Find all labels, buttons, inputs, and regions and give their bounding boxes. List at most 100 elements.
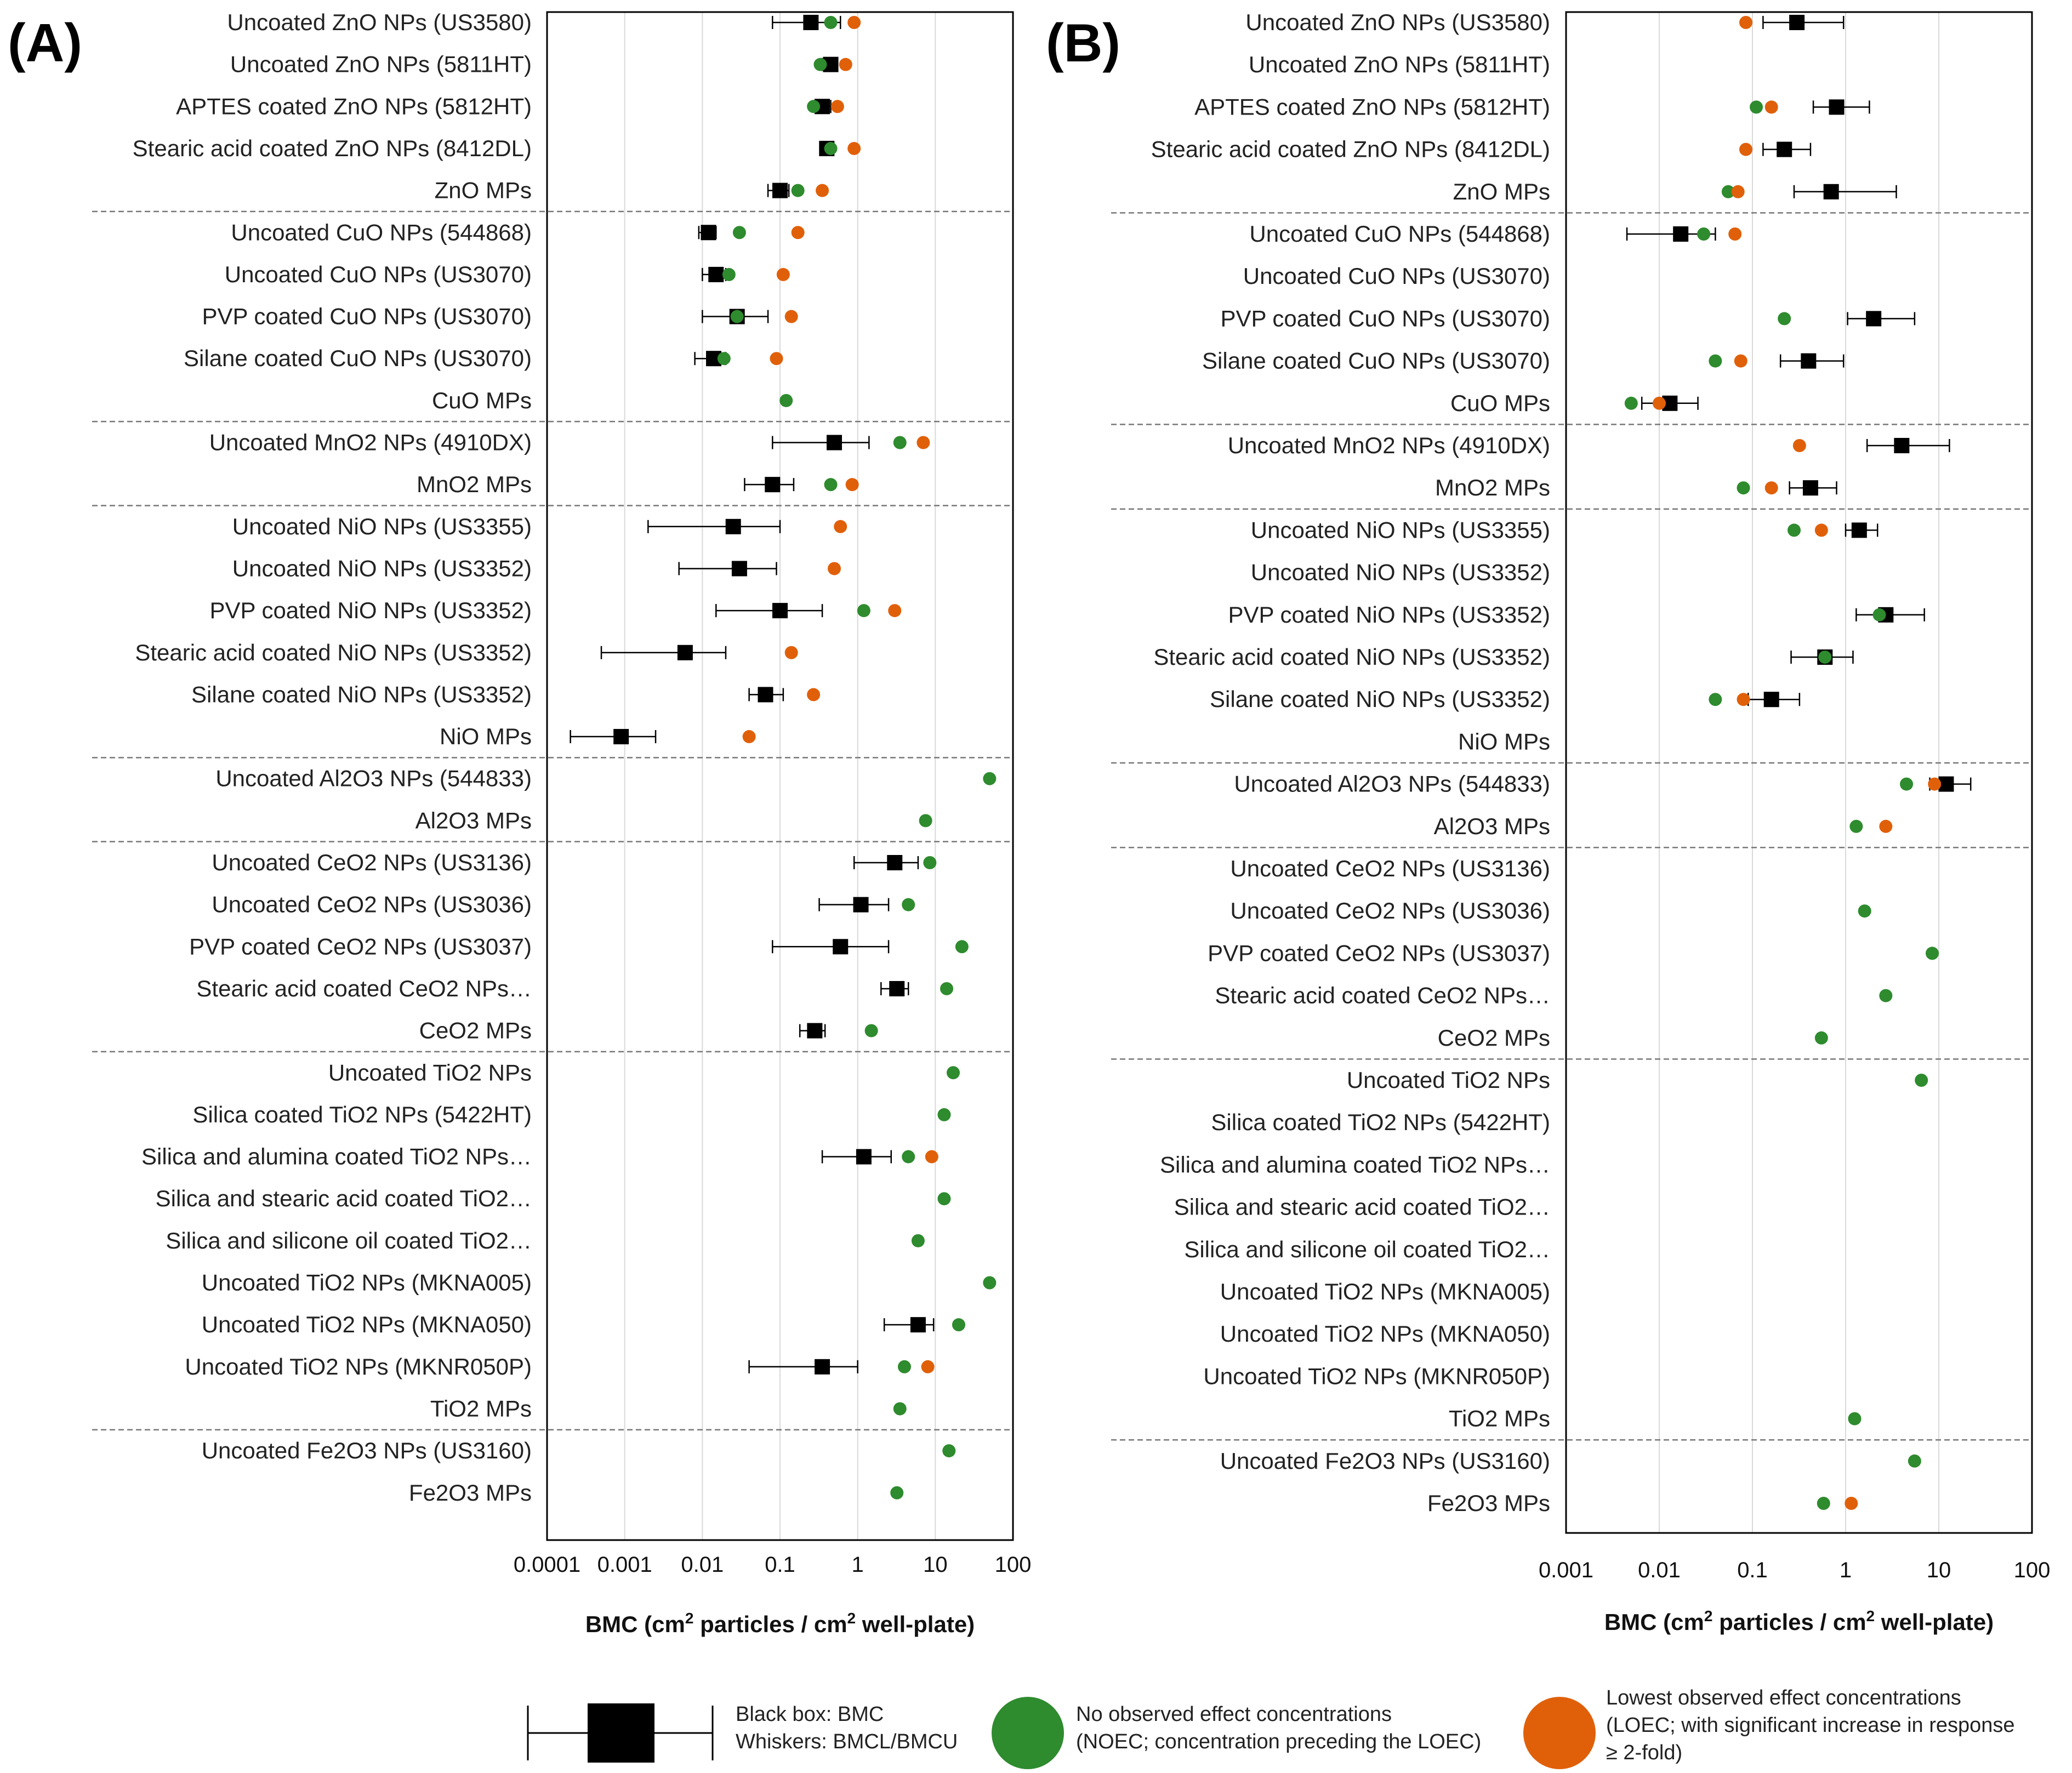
category-label: Stearic acid coated NiO NPs (US3352) bbox=[1153, 644, 1550, 670]
category-label: Uncoated TiO2 NPs bbox=[328, 1059, 532, 1085]
bmc-box bbox=[1673, 226, 1689, 242]
noec-dot bbox=[1778, 312, 1791, 326]
category-label: MnO2 MPs bbox=[1435, 475, 1550, 500]
category-label: Silica and stearic acid coated TiO2… bbox=[1174, 1194, 1550, 1220]
panel-a-frame bbox=[546, 11, 1014, 1541]
noec-dot bbox=[1814, 1031, 1828, 1045]
bmc-box bbox=[772, 183, 788, 198]
noec-dot bbox=[824, 16, 838, 29]
bmc-box bbox=[765, 477, 781, 493]
noec-dot bbox=[1908, 1454, 1921, 1468]
bmc-box bbox=[701, 225, 716, 241]
bmc-box bbox=[772, 603, 788, 619]
loec-dot bbox=[1845, 1497, 1858, 1510]
category-label: Uncoated Fe2O3 NPs (US3160) bbox=[1220, 1448, 1550, 1474]
noec-dot bbox=[893, 1402, 907, 1416]
bmc-box bbox=[731, 561, 747, 577]
bmc-box bbox=[827, 435, 843, 451]
noec-dot bbox=[1900, 777, 1914, 791]
category-label: Silica and alumina coated TiO2 NPs… bbox=[141, 1144, 532, 1170]
noec-dot bbox=[1750, 100, 1763, 114]
noec-dot bbox=[1709, 354, 1722, 368]
category-label: Al2O3 MPs bbox=[415, 807, 532, 833]
bmc-box bbox=[1866, 311, 1882, 327]
loec-dot bbox=[770, 352, 783, 366]
loec-dot bbox=[1653, 396, 1666, 410]
panel-b-marks bbox=[1624, 15, 1972, 1510]
category-label: TiO2 MPs bbox=[430, 1395, 532, 1421]
loec-dot bbox=[807, 688, 821, 702]
bmc-box bbox=[910, 1317, 926, 1333]
noec-dot bbox=[1915, 1074, 1928, 1087]
category-label: CeO2 MPs bbox=[1438, 1025, 1550, 1051]
bmc-box bbox=[815, 1359, 830, 1375]
category-label: PVP coated CuO NPs (US3070) bbox=[202, 304, 532, 329]
category-label: Silane coated CuO NPs (US3070) bbox=[184, 345, 532, 371]
noec-dot bbox=[923, 856, 937, 869]
noec-dot bbox=[897, 1360, 911, 1373]
category-label: Uncoated MnO2 NPs (4910DX) bbox=[209, 430, 532, 455]
bmc-box bbox=[677, 645, 693, 660]
noec-dot bbox=[902, 1150, 915, 1164]
category-label: CuO MPs bbox=[432, 387, 532, 413]
panel-b-dividers bbox=[1111, 212, 2032, 1441]
bmc-box bbox=[708, 266, 724, 282]
x-tick-label: 0.001 bbox=[1539, 1558, 1593, 1582]
noec-dot bbox=[937, 1192, 951, 1206]
category-label: Stearic acid coated ZnO NPs (8412DL) bbox=[1151, 136, 1550, 162]
category-label: Uncoated CeO2 NPs (US3136) bbox=[1230, 856, 1550, 881]
noec-dot bbox=[911, 1234, 925, 1247]
legend-noec-dot bbox=[992, 1697, 1064, 1769]
noec-dot bbox=[946, 1066, 960, 1080]
category-label: Uncoated CeO2 NPs (US3036) bbox=[1230, 898, 1550, 923]
noec-dot bbox=[1926, 947, 1939, 960]
noec-dot bbox=[1849, 819, 1863, 833]
loec-dot bbox=[784, 646, 798, 659]
x-tick-label: 0.001 bbox=[597, 1553, 652, 1577]
noec-dot bbox=[824, 478, 838, 492]
x-tick-label: 10 bbox=[1927, 1558, 1951, 1582]
legend-bmc-line1: Black box: BMC bbox=[736, 1703, 884, 1726]
x-tick-label: 100 bbox=[2014, 1558, 2051, 1582]
loec-dot bbox=[1764, 100, 1778, 114]
noec-dot bbox=[864, 1024, 878, 1037]
category-label: Uncoated NiO NPs (US3352) bbox=[232, 555, 532, 581]
category-label: Silica and alumina coated TiO2 NPs… bbox=[1160, 1151, 1550, 1177]
loec-dot bbox=[921, 1360, 935, 1373]
noec-dot bbox=[919, 814, 932, 828]
bmc-box bbox=[613, 729, 629, 745]
loec-dot bbox=[830, 100, 844, 113]
bmc-box bbox=[1894, 438, 1910, 453]
legend-loec-dot bbox=[1523, 1697, 1596, 1769]
bmc-box bbox=[807, 1023, 823, 1039]
x-tick-label: 1 bbox=[1840, 1558, 1852, 1582]
category-label: Uncoated ZnO NPs (5811HT) bbox=[1249, 52, 1550, 77]
loec-dot bbox=[1739, 142, 1753, 156]
noec-dot bbox=[779, 394, 793, 407]
bmc-box bbox=[1851, 522, 1867, 538]
category-label: Uncoated TiO2 NPs (MKNA005) bbox=[202, 1270, 532, 1296]
loec-dot bbox=[1879, 819, 1893, 833]
category-label: PVP coated CeO2 NPs (US3037) bbox=[189, 933, 532, 959]
bmc-box bbox=[1763, 692, 1779, 708]
loec-dot bbox=[742, 730, 756, 744]
x-tick-label: 10 bbox=[923, 1553, 948, 1577]
loec-dot bbox=[828, 562, 841, 575]
noec-dot bbox=[1817, 1497, 1830, 1510]
category-label: Uncoated ZnO NPs (5811HT) bbox=[230, 52, 532, 77]
noec-dot bbox=[1737, 481, 1750, 495]
category-label: Uncoated NiO NPs (US3355) bbox=[232, 514, 532, 539]
noec-dot bbox=[955, 940, 969, 954]
category-label: APTES coated ZnO NPs (5812HT) bbox=[1194, 94, 1550, 119]
bmc-box bbox=[725, 518, 741, 534]
bmc-box bbox=[1829, 99, 1845, 115]
category-label: Uncoated TiO2 NPs bbox=[1347, 1067, 1550, 1093]
category-label: NiO MPs bbox=[440, 723, 532, 749]
noec-dot bbox=[791, 184, 805, 197]
category-label: Uncoated TiO2 NPs (MKNR050P) bbox=[185, 1354, 532, 1379]
category-label: Silane coated NiO NPs (US3352) bbox=[191, 681, 532, 707]
category-label: Uncoated NiO NPs (US3352) bbox=[1251, 560, 1550, 585]
noec-dot bbox=[952, 1318, 965, 1332]
x-tick-label: 0.01 bbox=[1638, 1558, 1681, 1582]
category-label: Al2O3 MPs bbox=[1434, 813, 1550, 839]
